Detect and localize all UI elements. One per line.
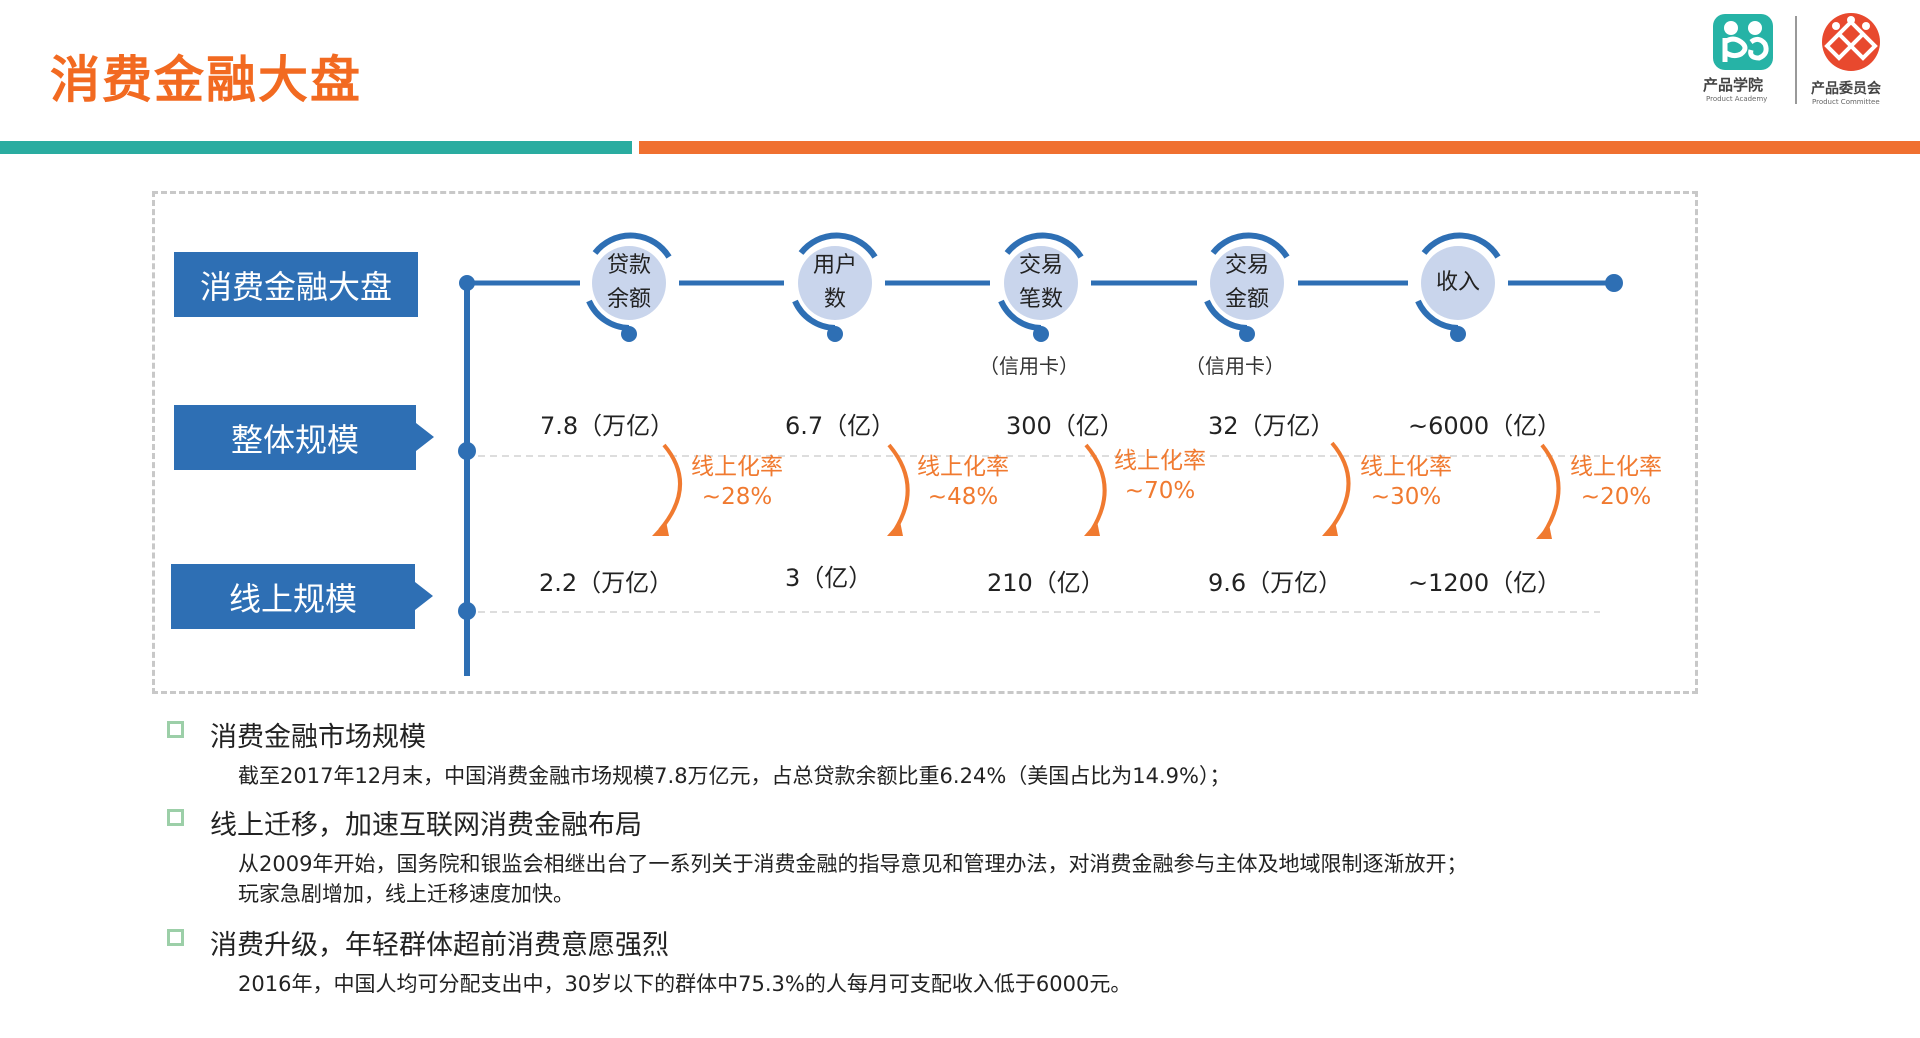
online-value: ~1200（亿） [1408,569,1562,597]
diagram-frame [152,191,1698,694]
row-label-overall-wrap: 整体规模 [174,405,434,470]
online-value: 3（亿） [785,564,873,592]
online-rate: 线上化率 ~70% [1105,446,1215,506]
bullet-heading: 消费金融市场规模 [210,722,426,753]
row-label-overall: 整体规模 [174,405,416,470]
overall-value: 7.8（万亿） [540,412,675,440]
metric-node: 收入 [1406,231,1510,351]
product-academy-logo: 产品学院 Product Academy [1703,12,1783,108]
metric-note: （信用卡） [979,354,1079,378]
online-rate: 线上化率 ~28% [682,452,792,512]
academy-logo-subtext: Product Academy [1706,95,1768,103]
row-label-main: 消费金融大盘 [174,252,418,317]
online-rate-label: 线上化率 [691,454,783,480]
metric-node: 用户数 [783,231,887,351]
metric-node: 交易 金额 [1195,231,1299,351]
metric-name-line1: 用户 [812,253,857,278]
online-value: 9.6（万亿） [1208,569,1343,597]
bullet-body-line: 2016年，中国人均可分配支出中，30岁以下的群体中75.3%的人每月可支配收入… [238,972,1132,996]
bullet-square-icon [167,721,184,738]
online-value: 210（亿） [987,569,1105,597]
bullet-body-line: 截至2017年12月末，中国消费金融市场规模7.8万亿元，占总贷款余额比重6.2… [238,764,1231,788]
online-rate-value: ~48% [927,484,999,510]
online-rate-value: ~28% [701,484,773,510]
bullet-heading: 线上迁移，加速互联网消费金融布局 [210,810,642,841]
metric-node: 交易 笔数 [989,231,1093,351]
committee-logo-icon [1822,13,1880,71]
metric-name-line1: 收入 [1435,270,1480,295]
bullet-square-icon [167,809,184,826]
logo-divider [1795,16,1797,104]
academy-logo-text: 产品学院 [1703,76,1764,94]
metric-node-label: 收入 [1422,266,1494,300]
online-rate-label: 线上化率 [1114,448,1206,474]
header-divider-teal [0,141,632,154]
metric-name-line1: 贷款 [606,253,651,278]
header-divider-orange [639,141,1920,154]
overall-value: ~6000（亿） [1408,412,1562,440]
online-value: 2.2（万亿） [539,569,674,597]
metric-node-ring [1204,232,1290,342]
online-rate-label: 线上化率 [917,454,1009,480]
metric-node-label: 贷款 余额 [593,249,665,317]
metric-node-ring [586,232,672,342]
metric-node-ring [1415,232,1501,342]
row-label-online-wrap: 线上规模 [171,564,433,629]
online-rate: 线上化率 ~30% [1351,452,1461,512]
online-rate-value: ~20% [1580,484,1652,510]
metric-node-label: 交易 笔数 [1005,249,1077,317]
bullet-body-line: 玩家急剧增加，线上迁移速度加快。 [238,882,574,906]
arrow-right-icon [416,423,434,451]
academy-logo-icon [1713,14,1773,70]
metric-node-ring [998,232,1084,342]
product-committee-logo: 产品委员会 Product Committee [1806,12,1896,108]
metric-name-line1: 交易 [1018,253,1063,278]
overall-value: 300（亿） [1006,412,1124,440]
arrow-right-icon [415,582,433,610]
row-label-online: 线上规模 [171,564,415,629]
committee-logo-text: 产品委员会 [1811,81,1881,97]
metric-name-line2: 余额 [606,287,651,312]
bullet-heading: 消费升级，年轻群体超前消费意愿强烈 [210,930,669,961]
page-title: 消费金融大盘 [50,51,362,109]
online-rate: 线上化率 ~20% [1561,452,1671,512]
online-rate: 线上化率 ~48% [908,452,1018,512]
bullet-body-line: 从2009年开始，国务院和银监会相继出台了一系列关于消费金融的指导意见和管理办法… [238,852,1468,876]
metric-node-label: 用户数 [799,249,871,317]
bullet-square-icon [167,929,184,946]
metric-name-line2: 笔数 [1018,287,1063,312]
online-rate-value: ~30% [1370,484,1442,510]
metric-name-line2: 数 [823,287,846,312]
metric-name-line1: 交易 [1224,253,1269,278]
metric-node-label: 交易 金额 [1211,249,1283,317]
metric-name-line2: 金额 [1224,287,1269,312]
online-rate-value: ~70% [1124,478,1196,504]
overall-value: 6.7（亿） [785,412,896,440]
metric-node-ring [792,232,878,342]
overall-value: 32（万亿） [1208,412,1335,440]
metric-note: （信用卡） [1185,354,1285,378]
committee-logo-subtext: Product Committee [1812,98,1880,106]
online-rate-label: 线上化率 [1570,454,1662,480]
metric-node: 贷款 余额 [577,231,681,351]
online-rate-label: 线上化率 [1360,454,1452,480]
